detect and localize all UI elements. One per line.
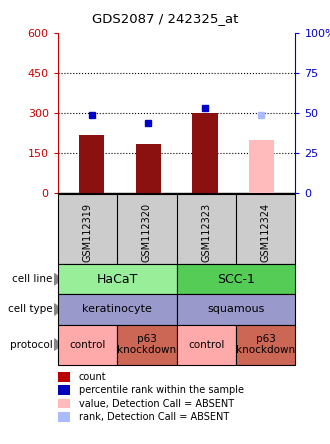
Text: keratinocyte: keratinocyte [82,305,152,314]
Text: cell type: cell type [8,305,53,314]
Text: control: control [188,340,224,349]
Polygon shape [54,274,62,285]
Text: count: count [79,372,106,382]
Text: p63
knockdown: p63 knockdown [117,334,177,355]
Text: cell line: cell line [13,274,53,284]
Text: GSM112320: GSM112320 [142,203,152,262]
Text: control: control [69,340,106,349]
Text: GDS2087 / 242325_at: GDS2087 / 242325_at [92,12,238,25]
Text: protocol: protocol [10,340,53,349]
Text: GSM112319: GSM112319 [82,203,92,262]
Polygon shape [54,339,62,350]
Bar [79,135,104,193]
Bar [192,113,217,193]
Polygon shape [54,304,62,315]
Text: SCC-1: SCC-1 [217,273,255,286]
Text: GSM112323: GSM112323 [201,203,211,262]
Bar [249,140,274,193]
Text: p63
knockdown: p63 knockdown [236,334,295,355]
Text: HaCaT: HaCaT [96,273,138,286]
Text: percentile rank within the sample: percentile rank within the sample [79,385,244,395]
Text: value, Detection Call = ABSENT: value, Detection Call = ABSENT [79,399,234,408]
Text: GSM112324: GSM112324 [261,203,271,262]
Text: squamous: squamous [207,305,265,314]
Bar [136,144,161,193]
Text: rank, Detection Call = ABSENT: rank, Detection Call = ABSENT [79,412,229,422]
